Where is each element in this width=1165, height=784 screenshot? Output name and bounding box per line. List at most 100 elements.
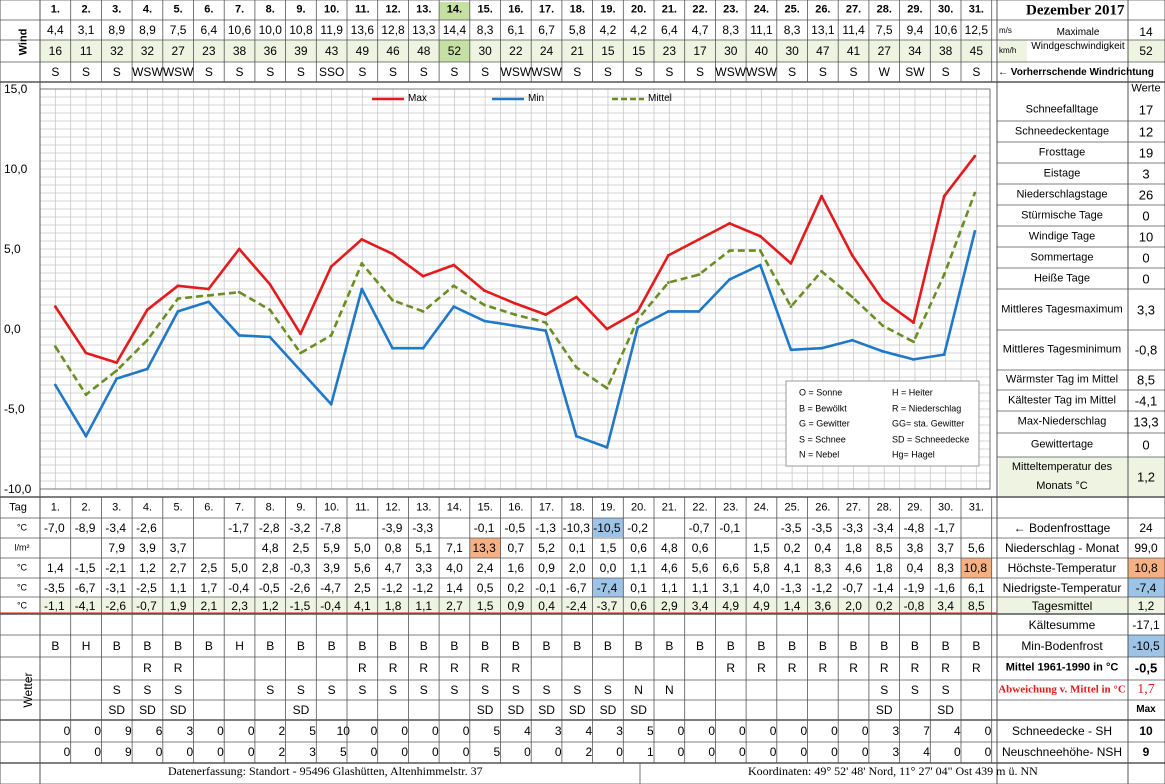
sh-cell: 4 <box>585 724 593 738</box>
wind-max-label-1: Maximale <box>1056 27 1100 38</box>
wind-kmh-cell: 48 <box>417 44 431 58</box>
data-point-max <box>728 222 732 225</box>
wetter-cell: SD <box>538 703 555 717</box>
hoechst-cell: 4,6 <box>661 561 678 575</box>
niederschlag-cell: 4,8 <box>261 541 279 555</box>
wind-ms-cell: 4,4 <box>47 23 64 37</box>
sh-cell: 0 <box>739 724 746 738</box>
wetter-cell: S <box>143 683 152 697</box>
niedrig-cell: -1,9 <box>903 581 925 595</box>
bodenfrost-cell: -7,8 <box>320 521 341 535</box>
nsh-cell: 0 <box>94 745 102 759</box>
day-header-20: 20. <box>630 3 647 16</box>
bodenfrost-cell: -3,3 <box>842 521 863 535</box>
hoechst-cell: 1,1 <box>630 561 647 575</box>
data-point-mittel <box>912 340 915 344</box>
mittel-cell: -1,5 <box>289 599 311 613</box>
day-header-2: 2. <box>81 3 91 16</box>
wind-kmh-cell: 23 <box>202 44 216 58</box>
hoechst-cell: 4,0 <box>446 561 463 575</box>
mittel-cell: 2,3 <box>231 599 248 613</box>
mittel-cell: 4,9 <box>722 599 740 613</box>
stat-value: -0,8 <box>1134 342 1158 358</box>
sh-cell: 3 <box>892 724 900 738</box>
niedrig-cell: -1,4 <box>872 581 894 595</box>
nsh-cell: 0 <box>186 745 194 759</box>
footer-right: Koordinaten: 49° 52' 48' Nord, 11° 27' 0… <box>748 764 1038 778</box>
data-point-min <box>636 326 640 329</box>
bodenfrost-cell: -2,6 <box>136 521 157 535</box>
niedrig-cell: 0,1 <box>630 581 647 595</box>
niedrig-cell: 4,0 <box>753 581 770 595</box>
table-day-20: 20. <box>630 501 647 514</box>
bodenfrost-cell: -3,4 <box>105 521 127 535</box>
table-side-value: 9 <box>1142 745 1150 759</box>
stat-label: Mittleres Tagesmaximum <box>1001 303 1123 315</box>
stat-label: Heiße Tage <box>1033 272 1091 284</box>
niederschlag-cell: 3,8 <box>906 541 924 555</box>
wind-ms-cell: 7,5 <box>169 23 187 37</box>
sh-cell: 0 <box>432 724 439 738</box>
data-point-max <box>758 234 762 238</box>
nsh-cell: 0 <box>769 745 777 759</box>
wetter-cell: B <box>603 639 612 653</box>
table-day-26: 26. <box>815 501 831 514</box>
data-point-max <box>115 361 119 364</box>
table-day-28: 28. <box>876 501 892 514</box>
day-header-25: 25. <box>784 3 800 16</box>
niederschlag-cell: 2,5 <box>292 541 310 555</box>
sh-cell: 0 <box>247 724 255 738</box>
niedrig-cell: 3,1 <box>722 581 740 595</box>
day-header-13: 13. <box>416 3 432 16</box>
wetter-cell: S <box>296 683 305 697</box>
wind-kmh-cell: 24 <box>539 44 554 58</box>
wind-dir-cell: WSW <box>500 65 532 79</box>
hoechst-cell: 5,8 <box>753 561 770 575</box>
data-point-max <box>912 321 915 324</box>
wind-kmh-cell: 22 <box>509 44 523 58</box>
wind-ms-cell: 6,4 <box>661 23 678 37</box>
niedrig-cell: -1,2 <box>412 581 434 595</box>
data-point-mittel <box>53 345 57 348</box>
stat-label: Eistage <box>1043 167 1081 179</box>
nsh-cell: 0 <box>370 745 378 759</box>
bodenfrost-cell: -1,3 <box>535 521 556 535</box>
hoechst-cell: 4,1 <box>783 561 801 575</box>
wind-dir-label: ← Vorherrschende Windrichtung <box>998 67 1154 78</box>
nsh-cell: 2 <box>278 745 286 759</box>
wind-kmh-cell: 47 <box>816 44 830 58</box>
hoechst-cell: 8,3 <box>937 561 954 575</box>
data-point-max <box>53 305 57 308</box>
wetter-cell: R <box>511 661 521 675</box>
wetter-cell: B <box>696 639 705 653</box>
wind-ms-cell: 9,4 <box>906 23 924 37</box>
niederschlag-cell: 5,2 <box>538 541 555 555</box>
wind-dir-cell: S <box>389 65 398 79</box>
mittel-cell: 0,2 <box>875 599 893 613</box>
mittel-cell: 2,1 <box>200 599 218 613</box>
y-tick-label: 10,0 <box>4 162 28 176</box>
weather-legend-box <box>785 380 980 467</box>
data-point-min <box>483 319 486 323</box>
mittel-cell: 4,1 <box>354 599 371 613</box>
wetter-cell: SD <box>292 703 310 717</box>
nsh-cell: 0 <box>217 745 224 759</box>
unit-label: °C <box>16 522 28 533</box>
nsh-cell: 0 <box>524 745 531 759</box>
hoechst-cell: 5,0 <box>231 561 248 575</box>
niedrig-cell: 1,4 <box>446 581 463 595</box>
day-header-12: 12. <box>385 3 401 16</box>
day-header-4: 4. <box>142 3 153 16</box>
wetter-cell: B <box>51 639 60 653</box>
bodenfrost-cell: -3,5 <box>811 521 833 535</box>
wind-dir-cell: S <box>941 65 950 79</box>
data-point-min <box>207 300 210 304</box>
bodenfrost-cell: -0,7 <box>688 521 710 535</box>
mittel-cell: 3,6 <box>814 599 832 613</box>
y-tick-label: 5,0 <box>4 242 21 256</box>
stats-header: Werte <box>1131 82 1161 95</box>
nsh-cell: 0 <box>708 745 716 759</box>
wetter-cell: H <box>235 639 244 653</box>
niedrig-cell: -0,5 <box>258 581 280 595</box>
table-side-label: Tagesmittel <box>1031 599 1093 613</box>
